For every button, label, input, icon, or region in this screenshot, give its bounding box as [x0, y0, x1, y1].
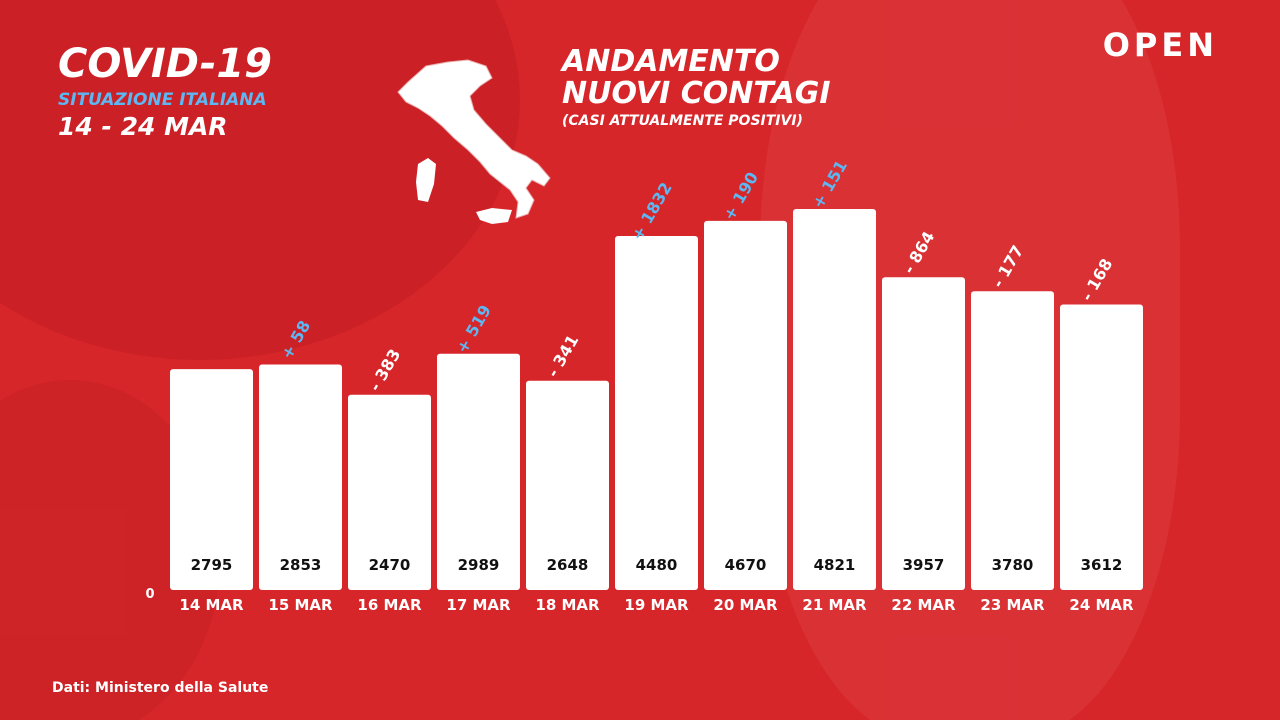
change-label: + 519 [452, 302, 495, 357]
open-logo: OPEN [1102, 26, 1218, 64]
bar [437, 353, 520, 590]
chart-title-block: ANDAMENTO NUOVI CONTAGI (CASI ATTUALMENT… [562, 44, 831, 130]
subtitle: SITUAZIONE ITALIANA [58, 90, 267, 110]
bar-value-label: 4670 [725, 556, 767, 574]
chart-title-line1: ANDAMENTO [562, 44, 780, 79]
change-label: - 168 [1077, 255, 1116, 304]
change-label: + 190 [719, 169, 762, 224]
bar-value-label: 2989 [458, 556, 500, 574]
change-label: + 151 [808, 157, 851, 212]
x-tick-label: 24 MAR [1069, 596, 1134, 614]
x-tick-label: 17 MAR [446, 596, 511, 614]
change-label: + 1832 [628, 179, 676, 244]
bar [793, 209, 876, 590]
bar [348, 394, 431, 590]
bar-value-label: 2648 [547, 556, 589, 574]
x-tick-label: 18 MAR [535, 596, 600, 614]
bar [882, 277, 965, 590]
chart-title-line2: NUOVI CONTAGI [562, 76, 831, 111]
change-label: + 58 [277, 317, 314, 362]
x-tick-label: 14 MAR [179, 596, 244, 614]
x-tick-label: 23 MAR [980, 596, 1045, 614]
bar-value-label: 2795 [191, 556, 233, 574]
bar [526, 380, 609, 590]
bar-value-label: 3957 [903, 556, 945, 574]
y-zero-label: 0 [145, 587, 154, 602]
change-label: - 383 [365, 346, 404, 395]
bar [615, 235, 698, 590]
x-tick-label: 21 MAR [802, 596, 867, 614]
bar-value-label: 2470 [369, 556, 411, 574]
bar-value-label: 3780 [992, 556, 1034, 574]
x-tick-label: 15 MAR [268, 596, 333, 614]
chart-title-note: (CASI ATTUALMENTE POSITIVI) [562, 113, 803, 129]
bar-value-label: 4821 [814, 556, 856, 574]
x-tick-label: 16 MAR [357, 596, 422, 614]
x-tick-label: 22 MAR [891, 596, 956, 614]
bar-value-label: 2853 [280, 556, 322, 574]
bar [259, 364, 342, 590]
bar [170, 369, 253, 590]
italy-map-icon [397, 59, 551, 224]
x-tick-label: 20 MAR [713, 596, 778, 614]
bar [704, 220, 787, 590]
source-note: Dati: Ministero della Salute [52, 680, 269, 696]
change-label: - 341 [543, 331, 582, 380]
date-range: 14 - 24 MAR [58, 112, 228, 141]
bar [971, 291, 1054, 590]
change-label: - 177 [988, 242, 1027, 291]
x-tick-label: 19 MAR [624, 596, 689, 614]
header-block: COVID-19 SITUAZIONE ITALIANA 14 - 24 MAR [58, 40, 272, 141]
bar-value-label: 4480 [636, 556, 678, 574]
change-label: - 864 [899, 228, 938, 277]
main-title: COVID-19 [58, 41, 272, 87]
bar-value-label: 3612 [1081, 556, 1123, 574]
bar [1060, 304, 1143, 590]
